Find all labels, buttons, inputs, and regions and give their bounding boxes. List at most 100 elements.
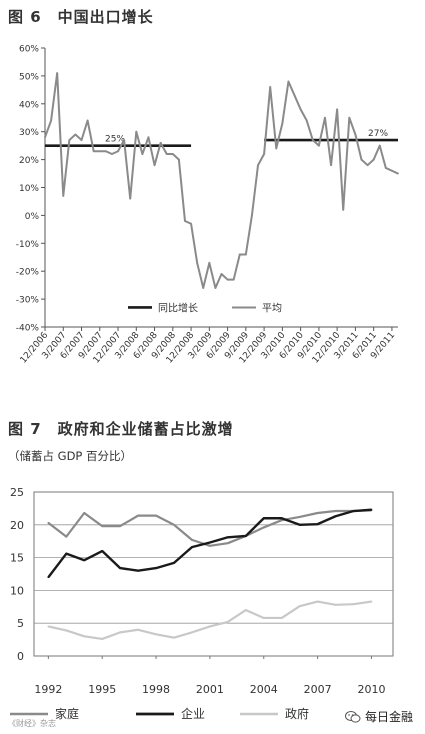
growth-point: [129, 197, 132, 200]
growth-point: [324, 116, 326, 119]
figure7-subtitle: （储蓄占 GDP 百分比）: [8, 449, 133, 463]
series-line-0: [47, 509, 372, 547]
growth-point: [244, 253, 247, 256]
wechat-icon: [344, 710, 361, 723]
series-point-0: [65, 535, 68, 538]
series-point-0: [226, 542, 229, 545]
series-point-2: [173, 636, 175, 639]
growth-point: [391, 169, 393, 172]
series-point-0: [47, 521, 50, 524]
growth-point: [56, 72, 59, 75]
figure6-title: 图 6 中国出口增长: [8, 8, 154, 26]
export-growth-chart: 60%50%40%30%20%10%0%-10%-20%-30%-40%12/2…: [16, 45, 399, 366]
series-point-2: [298, 605, 301, 608]
series-point-0: [262, 526, 265, 529]
series-point-0: [209, 544, 211, 547]
x-tick-label: 2007: [304, 683, 332, 696]
growth-point: [44, 136, 46, 139]
growth-point: [372, 158, 375, 161]
series-point-1: [370, 508, 373, 511]
series-point-1: [119, 567, 122, 569]
series-point-1: [137, 569, 140, 572]
y-tick-label: 15: [10, 552, 24, 565]
series-point-0: [316, 512, 319, 514]
series-point-0: [83, 512, 86, 514]
y-tick-label: 20: [10, 519, 24, 532]
growth-point: [86, 119, 89, 122]
y-tick-label: 30%: [19, 128, 39, 138]
series-point-1: [155, 567, 157, 569]
series-growth-line: [44, 72, 399, 289]
series-point-2: [191, 631, 193, 634]
growth-point: [74, 133, 77, 136]
series-point-1: [280, 517, 283, 520]
series-point-1: [226, 536, 229, 539]
growth-point: [196, 261, 199, 264]
series-point-2: [155, 633, 157, 636]
series-line-1: [47, 508, 372, 579]
series-point-2: [83, 635, 86, 638]
legend-label-1: 同比增长: [158, 301, 198, 314]
y-tick-label: 20%: [19, 156, 39, 166]
legend-label-0: 家庭: [55, 706, 79, 720]
growth-point: [202, 287, 205, 289]
growth-point: [330, 164, 332, 167]
growth-point: [287, 80, 290, 83]
series-point-2: [280, 617, 283, 619]
series-point-1: [298, 523, 301, 526]
series-point-2: [119, 631, 122, 634]
series-point-0: [137, 514, 140, 517]
growth-point: [92, 150, 95, 153]
series-point-2: [209, 625, 211, 628]
savings-share-chart: 0 5 10 15 20 25 1992 1995 1998 2001 2004 2007 2010 家…: [10, 486, 394, 720]
y-tick-label: -20%: [16, 268, 40, 278]
x-tick-label: 1992: [34, 683, 62, 696]
growth-point: [257, 164, 259, 167]
growth-point: [165, 153, 168, 155]
growth-point: [62, 194, 65, 197]
growth-point: [299, 108, 302, 111]
x-tick-label: 2004: [250, 683, 278, 696]
growth-point: [220, 273, 223, 275]
series-point-0: [298, 516, 301, 518]
average-label: 25%: [105, 135, 125, 145]
series-point-0: [155, 514, 157, 517]
y-tick-label: 60%: [19, 45, 39, 55]
series-point-1: [83, 559, 86, 562]
series-point-2: [226, 620, 229, 623]
series-point-0: [173, 523, 175, 526]
y-tick-label: 5: [17, 617, 24, 630]
growth-point: [378, 144, 381, 147]
growth-point: [397, 172, 399, 175]
growth-point: [251, 214, 253, 217]
series-point-1: [65, 552, 68, 555]
y-tick-label: 40%: [19, 100, 39, 110]
y-tick-label: -40%: [16, 324, 40, 334]
source-watermark: 《财经》杂志: [8, 719, 56, 728]
x-tick-label: 2001: [196, 683, 224, 696]
growth-point: [348, 116, 351, 119]
average-label: 27%: [368, 129, 388, 139]
series-point-1: [209, 541, 211, 544]
plot-frame: [33, 491, 394, 657]
y-tick-label: -10%: [16, 240, 40, 250]
series-point-2: [262, 617, 265, 619]
series-point-0: [101, 525, 104, 528]
growth-point: [293, 94, 296, 97]
legend-label-2: 政府: [285, 706, 309, 720]
series-point-2: [47, 625, 50, 628]
growth-point: [366, 164, 369, 167]
growth-point: [342, 208, 345, 211]
growth-point: [281, 122, 284, 125]
series-point-1: [334, 515, 337, 518]
growth-point: [232, 278, 235, 281]
growth-point: [226, 278, 229, 281]
growth-point: [311, 139, 314, 141]
growth-point: [263, 153, 266, 155]
series-point-2: [65, 629, 68, 632]
brand-footer: 每日金融: [344, 708, 413, 725]
growth-point: [147, 136, 150, 139]
series-point-0: [191, 538, 193, 541]
growth-point: [153, 164, 156, 167]
growth-point: [68, 139, 71, 141]
